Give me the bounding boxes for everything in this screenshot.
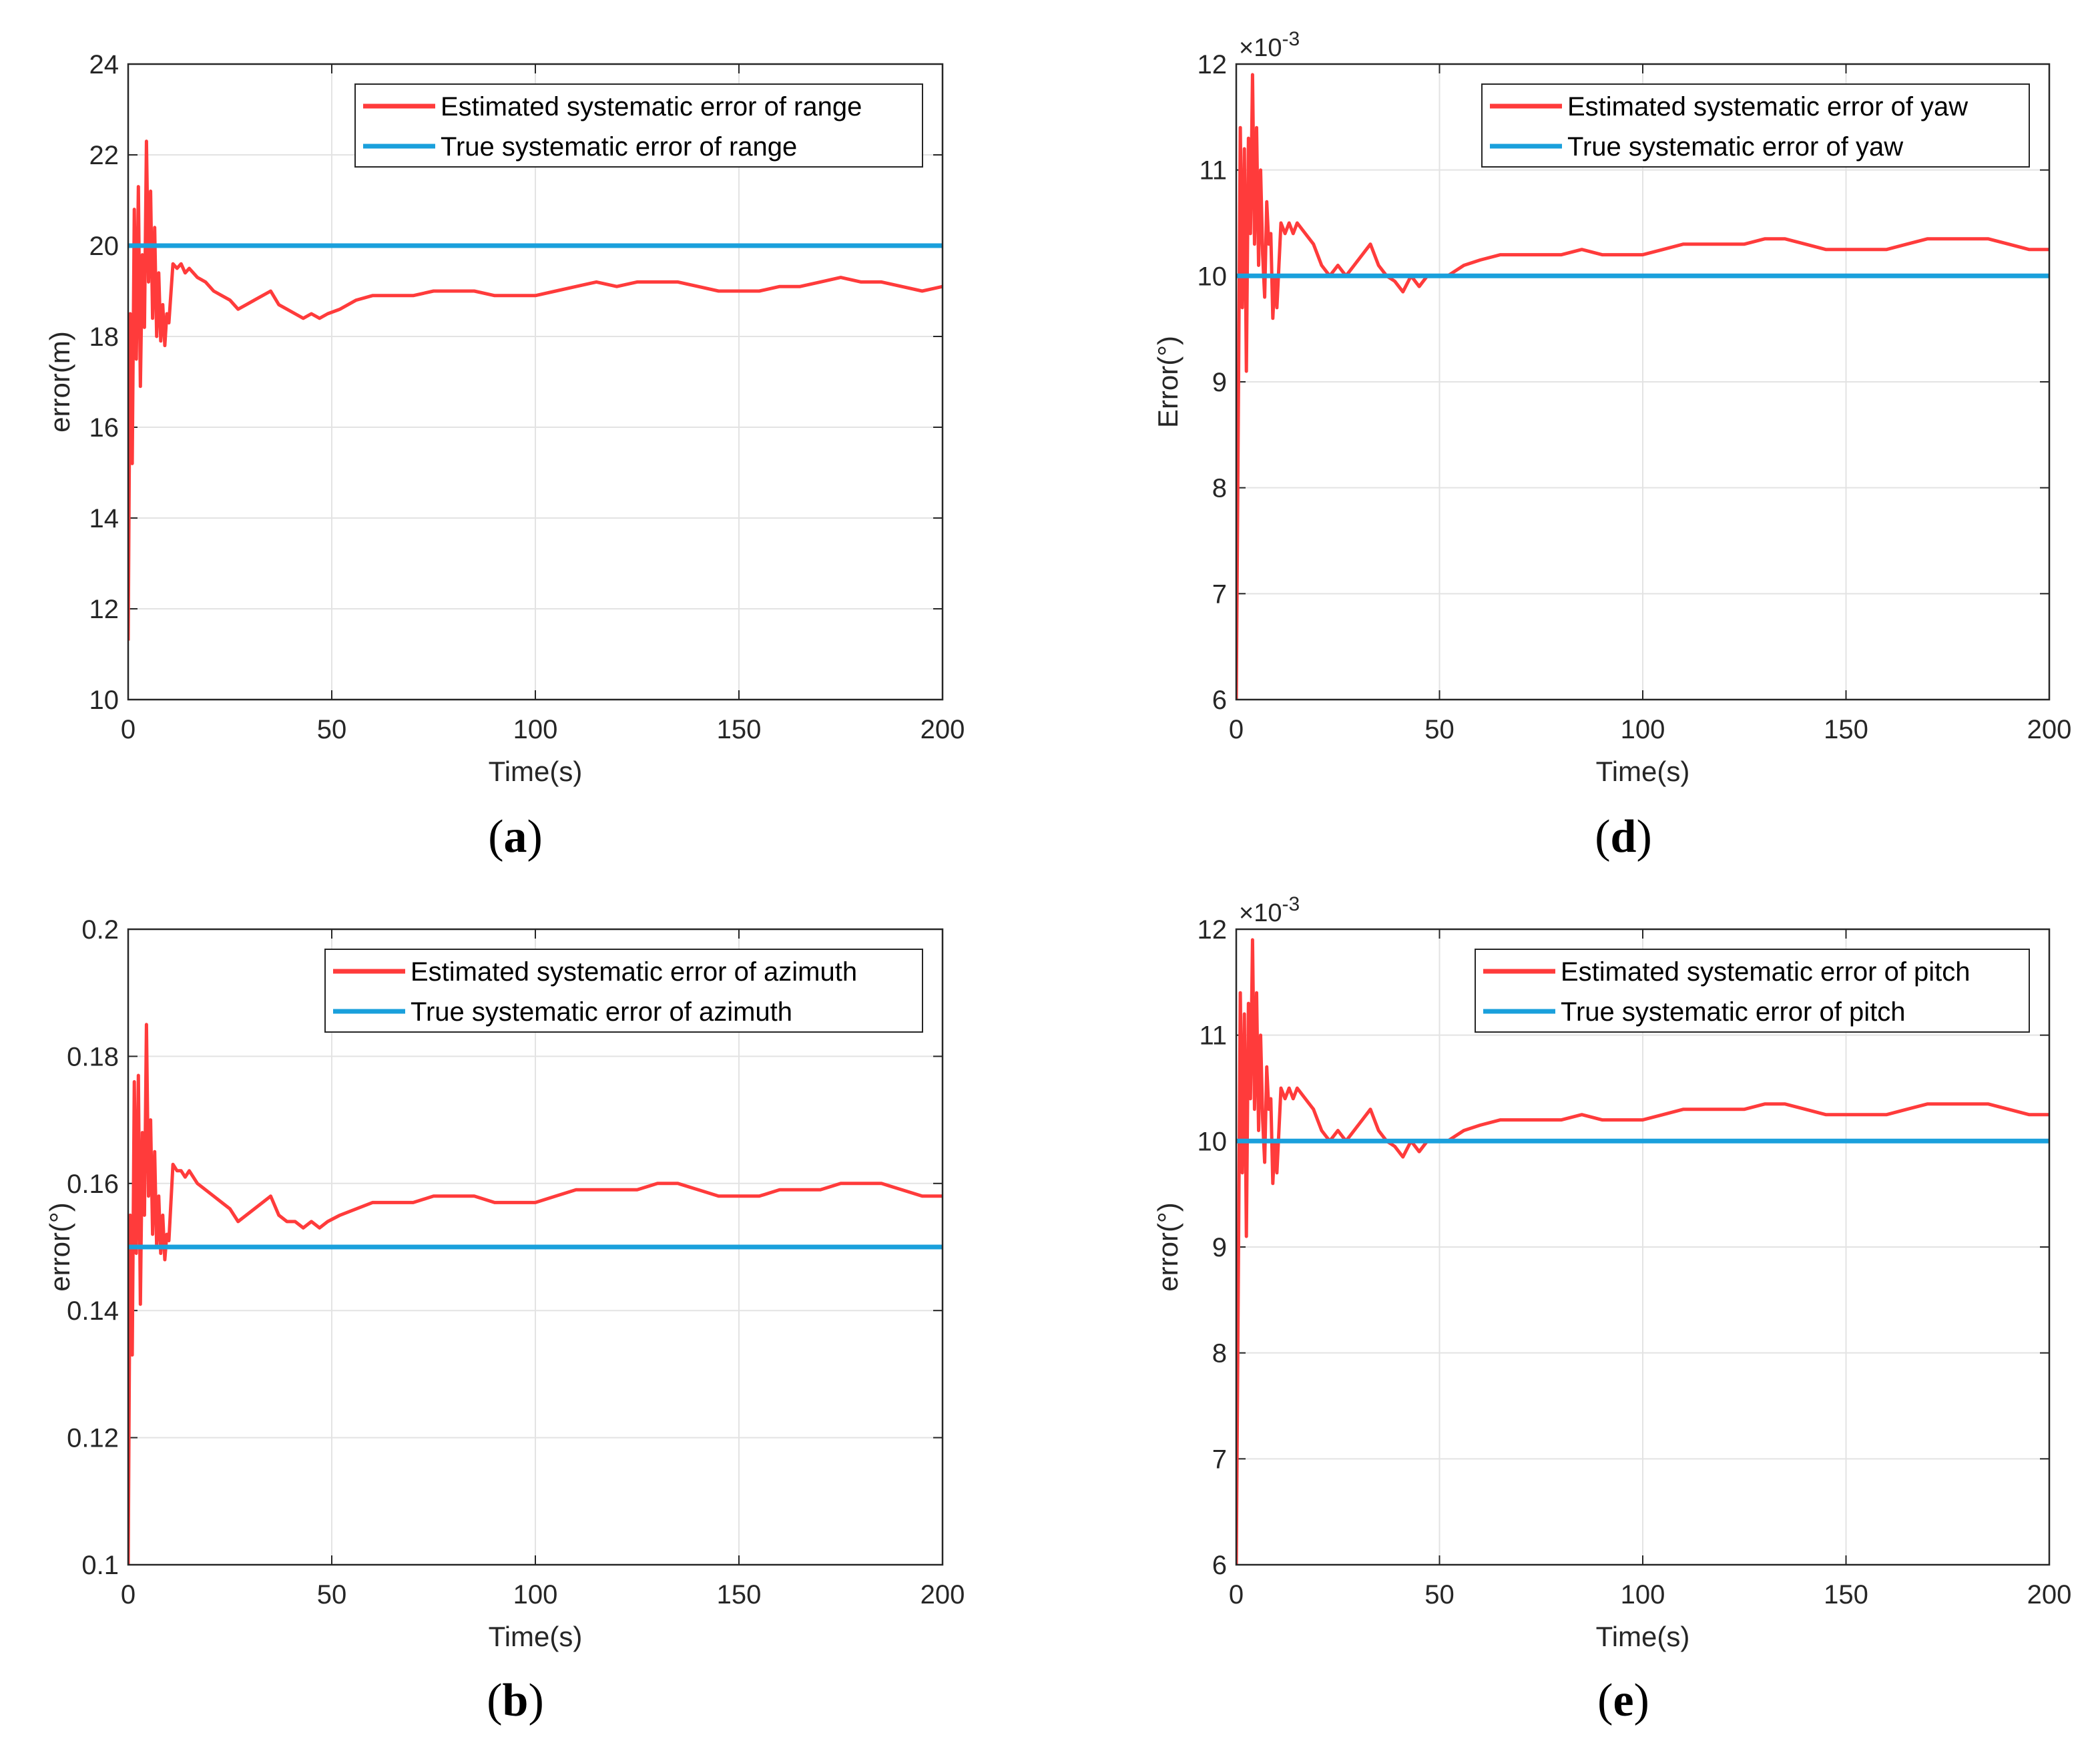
x-tick-label: 150: [717, 715, 762, 744]
x-tick-label: 50: [317, 715, 347, 744]
legend-entry-estimated: Estimated systematic error of pitch: [1561, 957, 1971, 987]
y-tick-label: 7: [1212, 579, 1227, 609]
chart-panel-b: 0 50 100 150 200 0.1 0.12 0.14 0.16 0.18 0.2 Time(s…: [44, 915, 965, 1726]
x-tick-label: 50: [1424, 1580, 1455, 1609]
legend-entry-true: True systematic error of range: [441, 132, 797, 162]
series-line-estimated: [128, 140, 943, 641]
x-axis-label: Time(s): [489, 756, 583, 787]
x-tick-label: 200: [2027, 1580, 2072, 1609]
y-tick-label: 11: [1199, 1021, 1227, 1051]
legend: Estimated systematic error of range True …: [354, 83, 923, 168]
y-tick-label: 0.16: [67, 1170, 119, 1199]
x-tick-label: 50: [1424, 715, 1455, 744]
y-tick-label: 8: [1212, 474, 1227, 503]
panel-caption-letter: d: [1611, 811, 1637, 862]
y-tick-label: 12: [1198, 915, 1228, 945]
y-tick-label: 9: [1212, 1233, 1227, 1262]
y-tick-label: 10: [1198, 262, 1228, 291]
y-tick-label: 12: [1198, 50, 1228, 79]
y-tick-label: 0.12: [67, 1424, 119, 1453]
y-tick-label: 22: [89, 141, 119, 170]
y-tick-label: 7: [1212, 1445, 1227, 1474]
chart-panel-e: 0 50 100 150 200 6 7 8 9 10 11 12 ×10-3 Time(s) error(…: [1152, 893, 2071, 1726]
x-tick-label: 0: [1229, 715, 1244, 744]
series-line-estimated: [1236, 73, 2049, 700]
x-tick-label: 150: [717, 1580, 762, 1609]
y-axis-label: error(°): [44, 1202, 75, 1291]
y-tick-label: 0.18: [67, 1042, 119, 1071]
x-tick-label: 100: [513, 715, 558, 744]
x-tick-label: 200: [2027, 715, 2072, 744]
y-tick-label: 14: [89, 504, 119, 533]
y-tick-label: 0.1: [81, 1551, 119, 1580]
y-tick-label: 0.2: [81, 915, 119, 945]
y-tick-label: 10: [1198, 1127, 1228, 1156]
axes-box: [127, 928, 944, 1566]
axis-exponent-power: -3: [1282, 893, 1300, 915]
y-tick-label: 0.14: [67, 1296, 119, 1326]
panel-caption: (a): [488, 811, 543, 862]
y-tick-label: 20: [89, 232, 119, 261]
y-axis-label: error(m): [44, 331, 75, 433]
x-tick-label: 100: [513, 1580, 558, 1609]
y-tick-label: 6: [1212, 686, 1227, 715]
legend-entry-estimated: Estimated systematic error of azimuth: [411, 957, 857, 987]
axis-exponent: ×10-3: [1239, 28, 1300, 62]
x-tick-label: 0: [121, 715, 136, 744]
chart-panel-a: 0 50 100 150 200 10 12 14 16 18 20 22 24 Time(s) error…: [44, 50, 965, 862]
legend-entry-true: True systematic error of pitch: [1561, 997, 1905, 1027]
x-tick-label: 200: [921, 1580, 965, 1609]
x-tick-label: 100: [1621, 1580, 1665, 1609]
legend-box: [1481, 83, 2030, 168]
panel-caption: (e): [1597, 1675, 1649, 1726]
legend-box: [354, 83, 923, 168]
legend-entry-estimated: Estimated systematic error of range: [441, 92, 862, 121]
y-tick-label: 18: [89, 322, 119, 352]
x-tick-label: 200: [921, 715, 965, 744]
y-tick-label: 12: [89, 595, 119, 624]
panel-caption: (b): [487, 1675, 544, 1726]
panel-caption-letter: a: [504, 811, 527, 862]
legend-box: [1475, 949, 2030, 1033]
y-tick-label: 8: [1212, 1339, 1227, 1368]
y-tick-label: 11: [1199, 156, 1227, 186]
axis-exponent: ×10-3: [1239, 893, 1300, 927]
axes-box: [1235, 928, 2051, 1566]
chart-panel-d: 0 50 100 150 200 6 7 8 9 10 11 12 ×10-3 Time(s) Error(…: [1152, 28, 2071, 862]
axes-box: [127, 63, 944, 701]
legend-box: [324, 949, 923, 1033]
y-tick-label: 10: [89, 686, 119, 715]
legend: Estimated systematic error of yaw True sy…: [1481, 83, 2030, 168]
panel-caption: (d): [1595, 811, 1652, 862]
y-tick-label: 24: [89, 50, 119, 79]
legend: Estimated systematic error of pitch True …: [1475, 949, 2030, 1033]
x-axis-label: Time(s): [489, 1621, 583, 1652]
axis-exponent-power: -3: [1282, 28, 1300, 50]
x-tick-label: 0: [121, 1580, 136, 1609]
x-tick-label: 100: [1621, 715, 1665, 744]
legend-entry-true: True systematic error of azimuth: [411, 997, 792, 1027]
y-tick-label: 6: [1212, 1551, 1227, 1580]
y-axis-label: Error(°): [1152, 336, 1184, 428]
panel-caption-letter: b: [503, 1675, 529, 1726]
y-axis-label: error(°): [1152, 1202, 1184, 1291]
y-tick-label: 9: [1212, 368, 1227, 397]
axes-box: [1235, 63, 2051, 701]
legend: Estimated systematic error of azimuth Tru…: [324, 949, 923, 1033]
x-axis-label: Time(s): [1596, 756, 1690, 787]
series-line-estimated: [128, 1023, 943, 1565]
series-line-estimated: [1236, 938, 2049, 1565]
panel-caption-letter: e: [1613, 1675, 1633, 1726]
x-tick-label: 150: [1824, 1580, 1868, 1609]
legend-entry-true: True systematic error of yaw: [1567, 132, 1903, 162]
x-axis-label: Time(s): [1596, 1621, 1690, 1652]
legend-entry-estimated: Estimated systematic error of yaw: [1567, 92, 1968, 121]
y-tick-label: 16: [89, 413, 119, 443]
x-tick-label: 0: [1229, 1580, 1244, 1609]
x-tick-label: 150: [1824, 715, 1868, 744]
x-tick-label: 50: [317, 1580, 347, 1609]
